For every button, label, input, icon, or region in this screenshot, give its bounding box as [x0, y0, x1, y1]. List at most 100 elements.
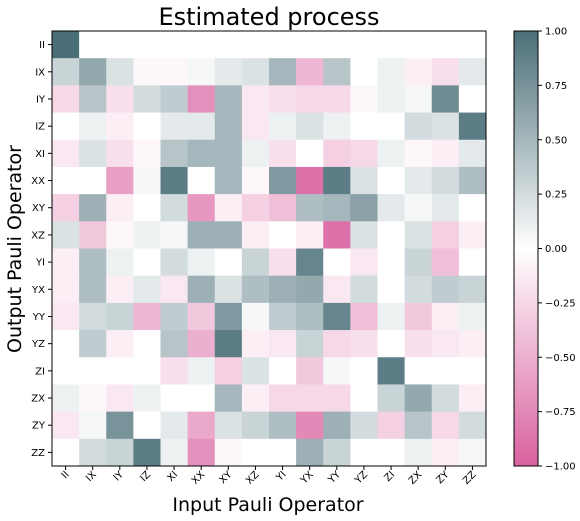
- heatmap-cell: [215, 249, 243, 277]
- heatmap-cell: [459, 303, 487, 331]
- heatmap-cell: [215, 330, 243, 358]
- heatmap-cell: [405, 357, 433, 385]
- heatmap-cell: [323, 439, 351, 467]
- heatmap-cell: [215, 31, 243, 59]
- heatmap-cell: [432, 221, 460, 249]
- y-tick-label: YX: [31, 285, 45, 296]
- heatmap-cell: [350, 384, 378, 412]
- heatmap-cell: [459, 194, 487, 222]
- heatmap-cell: [269, 330, 297, 358]
- heatmap-cell: [188, 330, 216, 358]
- heatmap-cell: [106, 412, 134, 440]
- colorbar-tick-label: −0.75: [545, 407, 576, 418]
- heatmap-cell: [323, 221, 351, 249]
- heatmap-cell: [133, 330, 161, 358]
- heatmap-cell: [296, 303, 324, 331]
- heatmap-cell: [378, 330, 406, 358]
- heatmap-cell: [350, 439, 378, 467]
- colorbar-tick-label: 0.50: [545, 135, 567, 146]
- heatmap-cell: [323, 58, 351, 86]
- heatmap-cell: [215, 439, 243, 467]
- heatmap-cell: [106, 167, 134, 195]
- heatmap-cell: [188, 113, 216, 141]
- heatmap-cell: [215, 113, 243, 141]
- x-tick-label: YI: [274, 469, 289, 484]
- heatmap-cell: [323, 303, 351, 331]
- heatmap-cell: [215, 194, 243, 222]
- heatmap-cell: [296, 140, 324, 168]
- heatmap-cell: [405, 194, 433, 222]
- heatmap-cell: [350, 357, 378, 385]
- heatmap-cell: [215, 221, 243, 249]
- x-tick-label: YY: [326, 469, 344, 487]
- heatmap-cell: [52, 303, 80, 331]
- heatmap-cell: [459, 85, 487, 113]
- x-tick-label: XI: [165, 469, 180, 484]
- heatmap-cell: [269, 167, 297, 195]
- heatmap-cell: [188, 412, 216, 440]
- heatmap-cell: [133, 194, 161, 222]
- heatmap-cell: [378, 167, 406, 195]
- heatmap-cell: [269, 221, 297, 249]
- heatmap-cell: [350, 221, 378, 249]
- heatmap-cell: [161, 357, 189, 385]
- heatmap-cell: [296, 194, 324, 222]
- heatmap-cell: [269, 58, 297, 86]
- heatmap-cell: [296, 330, 324, 358]
- heatmap-cell: [323, 31, 351, 59]
- heatmap-cell: [405, 249, 433, 277]
- heatmap-cell: [161, 113, 189, 141]
- x-tick-label: IZ: [138, 469, 153, 484]
- heatmap-cell: [161, 384, 189, 412]
- heatmap-cell: [215, 412, 243, 440]
- y-tick-label: IX: [35, 67, 45, 78]
- heatmap-cell: [269, 31, 297, 59]
- heatmap-cell: [405, 31, 433, 59]
- y-tick-label: ZY: [32, 421, 46, 432]
- heatmap-cell: [459, 384, 487, 412]
- heatmap-cell: [79, 31, 107, 59]
- heatmap-cell: [79, 384, 107, 412]
- heatmap-cell: [161, 221, 189, 249]
- heatmap-cell: [161, 412, 189, 440]
- heatmap-cell: [432, 194, 460, 222]
- heatmap-cell: [378, 221, 406, 249]
- heatmap-cell: [161, 58, 189, 86]
- heatmap-cell: [405, 85, 433, 113]
- heatmap-cell: [432, 303, 460, 331]
- heatmap-cell: [459, 140, 487, 168]
- heatmap-cell: [133, 31, 161, 59]
- heatmap-cell: [405, 221, 433, 249]
- heatmap-cell: [133, 85, 161, 113]
- heatmap-cell: [432, 412, 460, 440]
- heatmap-cell: [215, 357, 243, 385]
- heatmap-cell: [79, 249, 107, 277]
- heatmap-cell: [269, 85, 297, 113]
- heatmap-cell: [269, 140, 297, 168]
- heatmap-cell: [79, 357, 107, 385]
- heatmap-cell: [405, 140, 433, 168]
- y-tick-label: IY: [36, 94, 46, 105]
- heatmap-cell: [242, 221, 270, 249]
- heatmap-cell: [106, 384, 134, 412]
- heatmap-cell: [188, 249, 216, 277]
- x-tick-label: IY: [112, 469, 127, 484]
- heatmap-cell: [269, 276, 297, 304]
- heatmap-cell: [459, 58, 487, 86]
- heatmap-cell: [161, 330, 189, 358]
- colorbar-gradient: [514, 31, 538, 466]
- heatmap-cell: [106, 221, 134, 249]
- y-tick-label: II: [39, 40, 45, 51]
- colorbar-tick-label: 0.00: [545, 244, 567, 255]
- heatmap-cell: [52, 167, 80, 195]
- heatmap-cell: [350, 276, 378, 304]
- heatmap-cell: [459, 276, 487, 304]
- colorbar-tick-label: 0.75: [545, 81, 567, 92]
- heatmap-cell: [432, 439, 460, 467]
- heatmap-cell: [242, 412, 270, 440]
- heatmap-cell: [323, 85, 351, 113]
- heatmap-cell: [242, 140, 270, 168]
- heatmap-cell: [79, 194, 107, 222]
- heatmap-cell: [350, 194, 378, 222]
